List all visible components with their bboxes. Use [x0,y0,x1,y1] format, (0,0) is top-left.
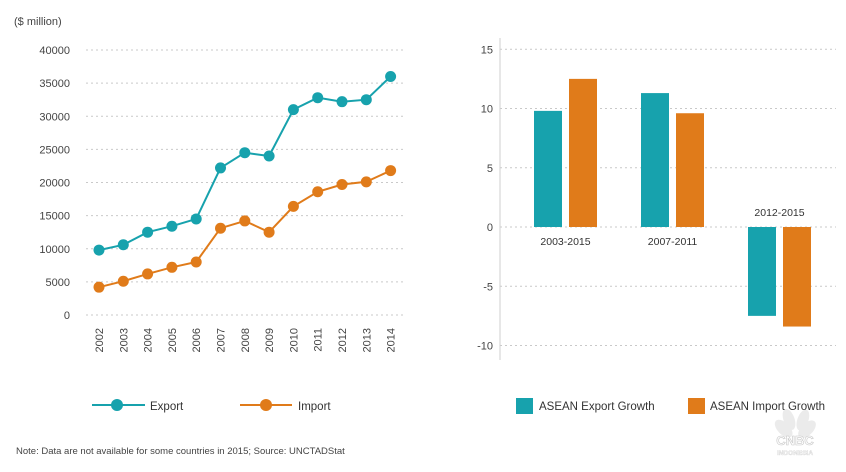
footnote: Note: Data are not available for some co… [16,446,345,457]
x-tick-label: 2002 [94,328,106,352]
data-point-import [312,186,324,198]
x-tick-label: 2008 [240,328,252,352]
line-chart: ($ million) 0 5000 10000 15000 20000 25000 300… [14,16,405,352]
bar-group-label: 2012-2015 [754,207,804,219]
y-tick-label: -10 [477,341,493,353]
legend-item-export: Export [92,399,184,413]
bar-export-2012-2015 [748,227,776,316]
data-point-import [166,261,178,273]
y-tick-label: 25000 [39,144,70,156]
bar-export-2003-2015 [534,110,562,227]
bar-import-2007-2011 [676,113,704,227]
y-tick-label: 20000 [39,178,70,190]
y-tick-label: 10000 [39,244,70,256]
bar-import-2012-2015 [783,227,811,327]
data-point-import [385,165,397,177]
data-point-import [263,226,275,238]
line-chart-series [93,71,397,293]
bar-chart-group-labels: 2003-2015 2007-2011 2012-2015 [540,207,804,248]
bar-export-2007-2011 [641,93,669,227]
y-tick-label: -5 [483,281,493,293]
data-point-export [263,150,275,162]
bar-group-label: 2007-2011 [648,236,698,248]
data-point-export [385,71,397,82]
bar-chart-y-ticks: -10 -5 0 5 10 15 [477,44,493,352]
y-tick-label: 0 [64,310,70,322]
data-point-import [287,200,299,212]
x-tick-label: 2014 [386,328,398,352]
legend-asean-import-label: ASEAN Import Growth [710,401,825,413]
bar-chart-bars [534,78,811,327]
y-tick-label: 0 [487,222,493,234]
legend-asean-export-swatch [516,398,533,414]
y-tick-label: 10 [481,104,493,116]
data-point-export [287,104,299,116]
cnbc-indonesia-logo: CNBC INDONESIA [774,408,816,457]
y-axis-unit-label: ($ million) [14,16,62,28]
legend-asean-import-swatch [688,398,705,414]
x-tick-label: 2004 [143,328,155,352]
data-point-import [142,268,154,280]
data-point-export [336,96,348,108]
legend-export-label: Export [150,401,184,413]
y-tick-label: 5000 [46,277,70,289]
legend-export-marker [111,399,123,411]
x-tick-label: 2006 [191,328,203,352]
line-chart-x-ticks: 2002 2003 2004 2005 2006 2007 2008 2009 2010 2011… [94,328,398,352]
series-line-import [98,169,392,289]
bar-import-2003-2015 [569,78,597,227]
x-tick-label: 2010 [288,328,300,352]
y-tick-label: 5 [487,163,493,175]
legend-asean-export-label: ASEAN Export Growth [539,401,655,413]
x-tick-label: 2013 [361,328,373,352]
line-chart-y-ticks: 0 5000 10000 15000 20000 25000 30000 35000 40000 [39,45,70,322]
data-point-import [93,281,105,293]
bar-chart-legend: ASEAN Export Growth ASEAN Import Growth [516,398,825,414]
data-point-export [239,147,251,159]
data-point-import [239,215,251,227]
watermark-line2: INDONESIA [777,450,813,457]
y-tick-label: 30000 [39,111,70,123]
peacock-icon [774,408,816,439]
data-point-import [215,222,226,234]
y-tick-label: 15000 [39,211,70,223]
data-point-export [117,239,129,251]
watermark-line1: CNBC [776,433,814,448]
data-point-import [190,256,202,268]
x-tick-label: 2005 [167,328,179,352]
x-tick-label: 2009 [264,328,276,352]
legend-import-marker [260,399,272,411]
bar-group-label: 2003-2015 [540,236,590,248]
data-point-export [166,220,178,232]
data-point-import [360,176,372,188]
y-tick-label: 15 [481,44,493,56]
data-point-export [312,92,324,104]
data-point-export [142,226,154,238]
x-tick-label: 2007 [216,328,228,352]
data-point-export [190,213,202,225]
data-point-export [215,162,226,174]
y-tick-label: 35000 [39,78,70,90]
x-tick-label: 2011 [313,328,325,352]
bar-chart: -10 -5 0 5 10 15 2003-2015 2007-2011 2012-2015 [477,38,836,360]
data-point-export [360,94,372,106]
legend-import-label: Import [298,401,331,413]
legend-item-import: Import [240,399,331,413]
data-point-import [336,178,348,190]
x-tick-label: 2003 [118,328,130,352]
data-point-import [117,275,129,287]
x-tick-label: 2012 [337,328,349,352]
y-tick-label: 40000 [39,45,70,57]
data-point-export [93,244,105,256]
line-chart-legend: Export Import [92,399,331,413]
